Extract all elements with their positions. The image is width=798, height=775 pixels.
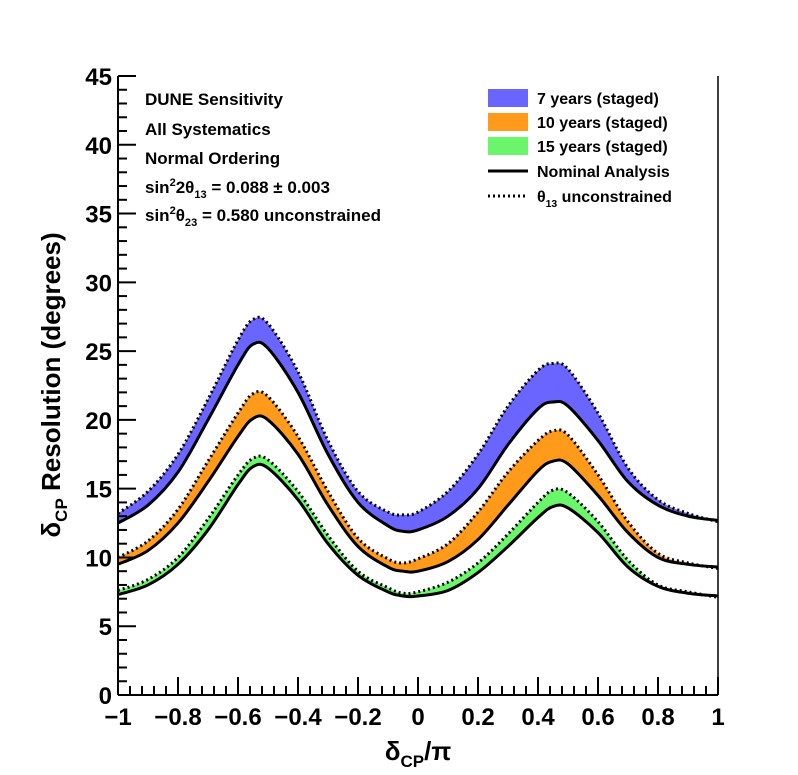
- legend-label-2: 10 years (staged): [537, 115, 668, 132]
- x-tick-label: −0.4: [274, 704, 322, 731]
- x-tick-label: −1: [104, 704, 131, 731]
- axes: [117, 75, 719, 696]
- x-tick-label: 0.4: [521, 704, 555, 731]
- unconstrained-curve-1: [117, 315, 719, 524]
- y-tick-label: 45: [85, 64, 112, 91]
- legend-label-4: Nominal Analysis: [537, 164, 670, 181]
- legend-swatch-3: [488, 137, 528, 155]
- y-tick-label: 10: [85, 545, 112, 572]
- y-tick-label: 0: [99, 683, 112, 710]
- unconstrained-curve-2: [117, 389, 719, 570]
- annotations: DUNE Sensitivity All Systematics Normal Or…: [145, 90, 381, 229]
- legend-swatch-1: [488, 89, 528, 107]
- legend-swatch-2: [488, 113, 528, 131]
- x-tick-label: −0.6: [214, 704, 261, 731]
- legend-label-5: θ13 unconstrained: [537, 189, 672, 210]
- y-tick-label: 15: [85, 477, 112, 504]
- legend-label-1: 7 years (staged): [537, 91, 659, 108]
- unconstrained-curve-3: [117, 454, 719, 599]
- legend: 7 years (staged) 10 years (staged) 15 year…: [488, 89, 672, 210]
- nominal-curve-3: [117, 462, 719, 599]
- annotation-line-4: sin22θ13 = 0.088 ± 0.003: [145, 177, 330, 201]
- band-3: [118, 456, 718, 598]
- legend-label-3: 15 years (staged): [537, 139, 668, 156]
- axis-titles: δCP/π δCP Resolution (degrees): [36, 232, 451, 771]
- annotation-line-2: All Systematics: [145, 120, 271, 139]
- series-curves: [117, 315, 719, 599]
- annotation-line-3: Normal Ordering: [145, 149, 280, 168]
- tick-labels: 0 5 10 15 20 25 30 35 40 45 −1 −0.8 −0.6 −0.4 −0.2 0 0.2…: [85, 64, 724, 731]
- x-tick-label: 0.8: [641, 704, 674, 731]
- y-axis-title: δCP Resolution (degrees): [36, 232, 71, 537]
- y-tick-label: 30: [85, 270, 112, 297]
- band-1: [118, 317, 718, 532]
- x-tick-label: 1: [711, 704, 724, 731]
- nominal-curve-1: [117, 340, 719, 534]
- x-tick-label: 0: [411, 704, 424, 731]
- y-tick-label: 20: [85, 408, 112, 435]
- x-tick-label: 0.2: [461, 704, 494, 731]
- y-tick-label: 5: [99, 614, 112, 641]
- x-tick-label: −0.2: [334, 704, 381, 731]
- y-tick-label: 35: [85, 202, 112, 229]
- annotation-line-1: DUNE Sensitivity: [145, 90, 283, 109]
- x-tick-label: 0.6: [581, 704, 614, 731]
- x-axis-title: δCP/π: [385, 736, 452, 771]
- y-tick-label: 40: [85, 133, 112, 160]
- x-tick-label: −0.8: [154, 704, 201, 731]
- annotation-line-5: sin2θ23 = 0.580 unconstrained: [145, 205, 381, 229]
- y-tick-label: 25: [85, 339, 112, 366]
- nominal-curve-2: [117, 414, 719, 574]
